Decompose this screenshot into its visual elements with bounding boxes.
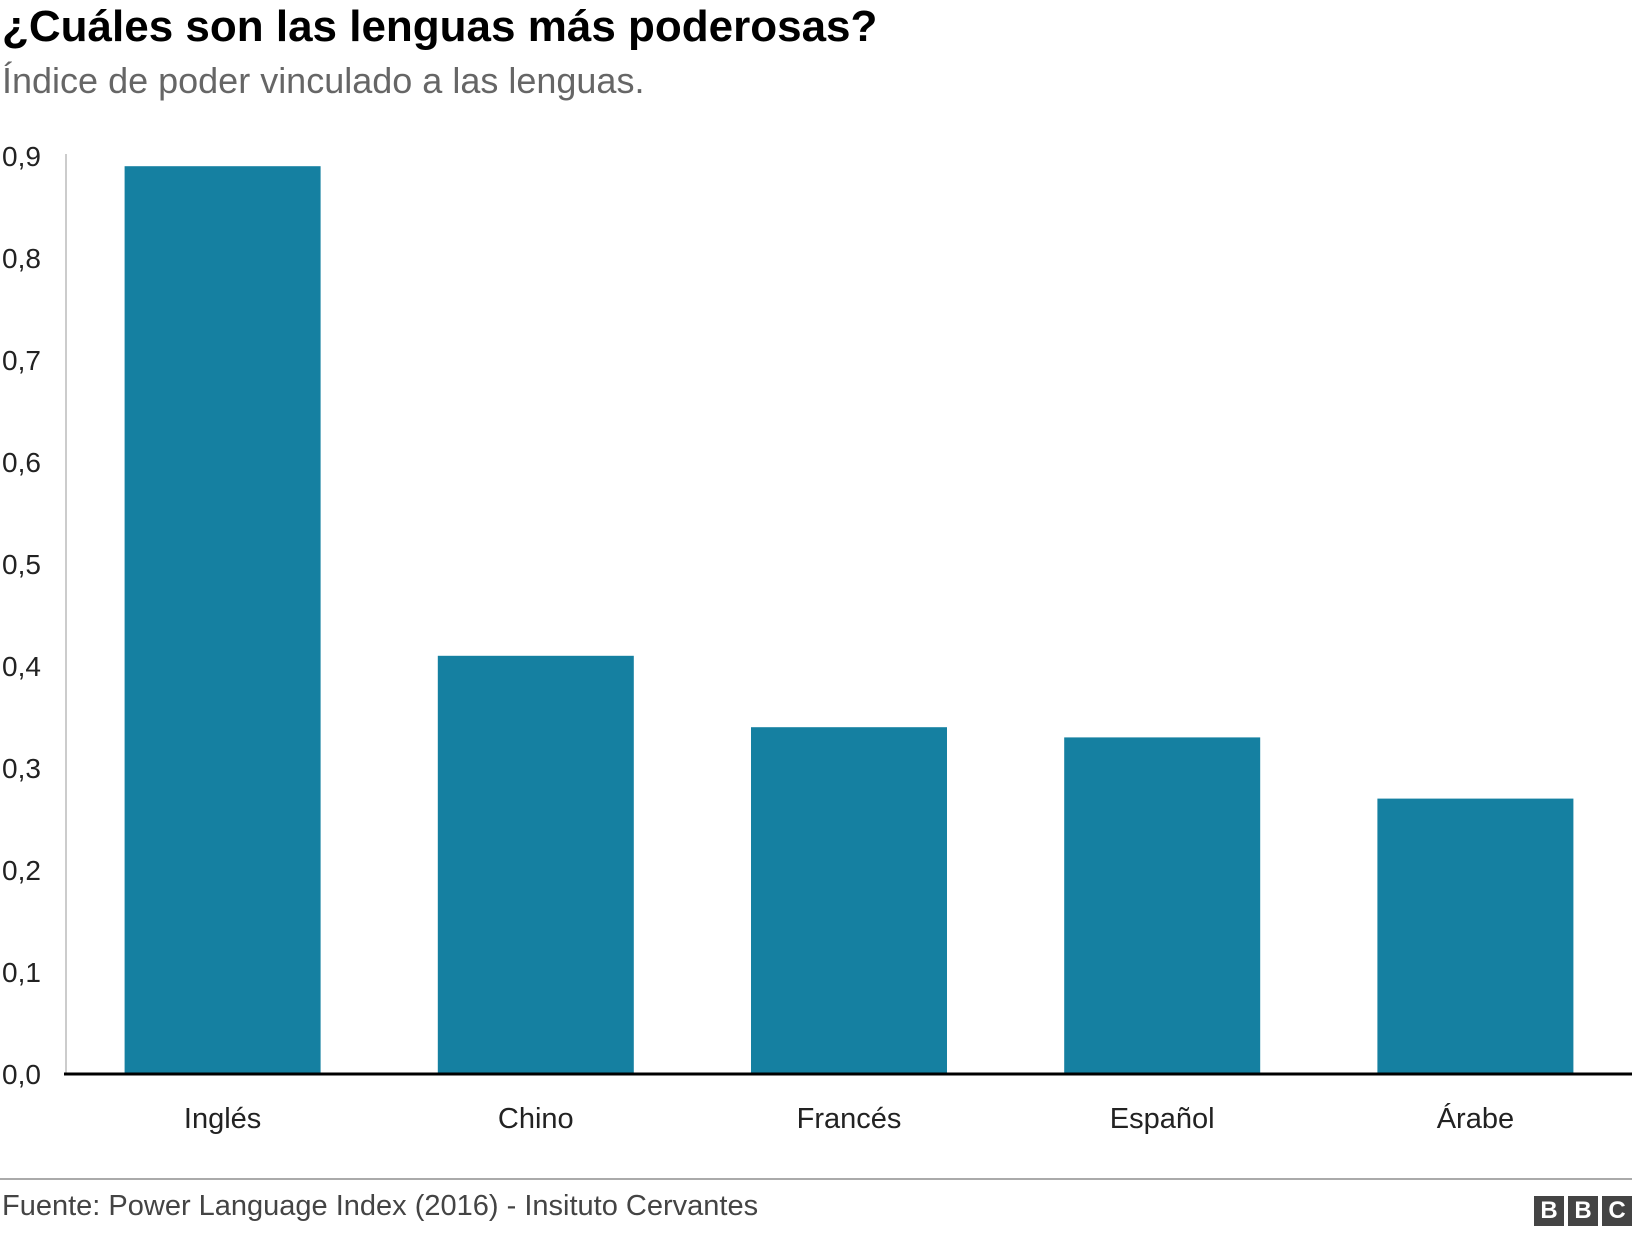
footer-divider (0, 1178, 1632, 1180)
logo-letter: B (1534, 1196, 1564, 1226)
y-tick-label: 0,6 (2, 447, 41, 478)
x-tick-label: Inglés (184, 1103, 261, 1135)
bar (1064, 737, 1261, 1074)
logo-letter: B (1568, 1196, 1598, 1226)
source-note: Fuente: Power Language Index (2016) - In… (2, 1190, 759, 1222)
y-tick-label: 0,0 (2, 1059, 41, 1090)
x-tick-label: Árabe (1437, 1102, 1514, 1135)
y-tick-label: 0,4 (2, 651, 41, 682)
y-tick-label: 0,9 (2, 141, 41, 172)
bar (1377, 798, 1574, 1074)
y-tick-label: 0,5 (2, 549, 41, 580)
chart-subtitle: Índice de poder vinculado a las lenguas. (2, 60, 645, 101)
y-tick-label: 0,8 (2, 243, 41, 274)
y-tick-label: 0,3 (2, 753, 41, 784)
x-tick-label: Español (1110, 1103, 1215, 1135)
y-tick-label: 0,7 (2, 345, 41, 376)
bbc-logo: B B C (1534, 1196, 1632, 1226)
x-tick-label: Chino (498, 1103, 574, 1135)
y-tick-label: 0,2 (2, 855, 41, 886)
bar (751, 727, 947, 1074)
y-tick-label: 0,1 (2, 957, 41, 988)
bar-chart: 0,0 0,1 0,2 0,3 0,4 0,5 0,6 0,7 0,8 0,9 Inglés Chin… (2, 141, 1632, 1135)
chart-title: ¿Cuáles son las lenguas más poderosas? (2, 2, 878, 51)
bar (124, 166, 321, 1074)
x-tick-label: Francés (797, 1103, 902, 1135)
bar (437, 655, 634, 1074)
logo-letter: C (1602, 1196, 1632, 1226)
